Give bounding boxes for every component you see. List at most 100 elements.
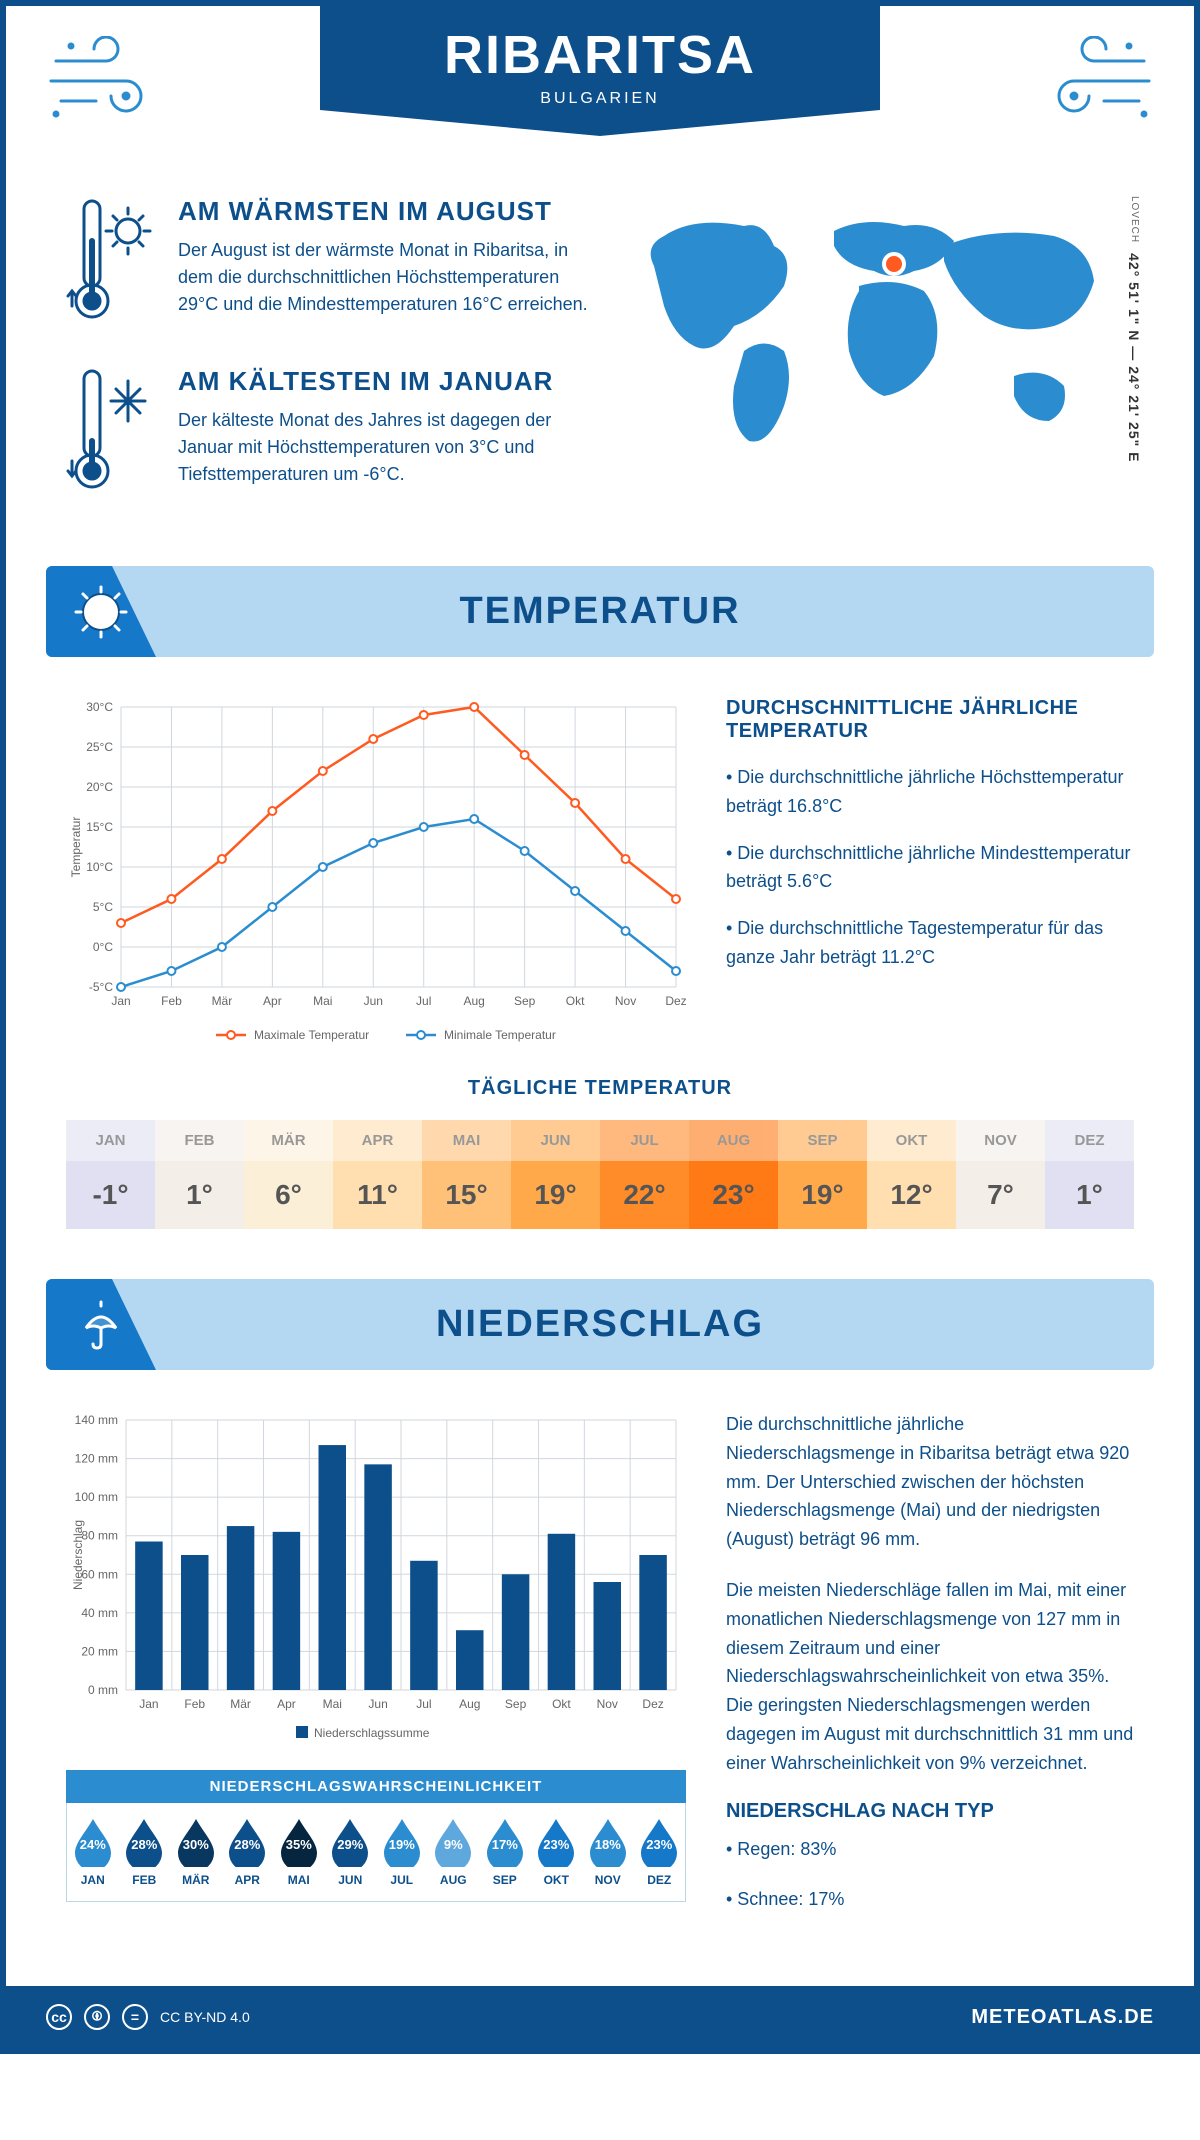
coordinates: LOVECH42° 51' 1" N — 24° 21' 25" E <box>1126 196 1142 462</box>
daily-temp-cell: AUG 23° <box>689 1120 778 1229</box>
svg-text:80 mm: 80 mm <box>81 1529 118 1543</box>
svg-text:Feb: Feb <box>184 1697 205 1711</box>
daily-temp-table: JAN -1° FEB 1° MÄR 6° APR 11° MAI 15° JU… <box>66 1120 1134 1229</box>
daily-temp-title: TÄGLICHE TEMPERATUR <box>66 1077 1134 1100</box>
svg-text:Aug: Aug <box>464 994 485 1008</box>
svg-text:Okt: Okt <box>566 994 585 1008</box>
svg-text:30°C: 30°C <box>86 700 113 714</box>
page-title: RIBARITSA <box>320 24 880 86</box>
svg-text:25°C: 25°C <box>86 740 113 754</box>
coldest-text: Der kälteste Monat des Jahres ist dagege… <box>178 407 594 488</box>
svg-text:Nov: Nov <box>597 1697 618 1711</box>
svg-text:Niederschlagssumme: Niederschlagssumme <box>314 1726 430 1740</box>
temperature-title: TEMPERATUR <box>46 590 1154 633</box>
svg-text:Jul: Jul <box>416 1697 431 1711</box>
svg-text:Aug: Aug <box>459 1697 480 1711</box>
precip-type-item: • Regen: 83% <box>726 1835 1134 1864</box>
svg-text:20 mm: 20 mm <box>81 1644 118 1658</box>
svg-text:20°C: 20°C <box>86 780 113 794</box>
svg-text:5°C: 5°C <box>93 900 113 914</box>
cc-icon: cc <box>46 2004 72 2030</box>
daily-temp-cell: FEB 1° <box>155 1120 244 1229</box>
temp-summary-title: DURCHSCHNITTLICHE JÄHRLICHE TEMPERATUR <box>726 697 1134 743</box>
precip-title: NIEDERSCHLAG <box>46 1303 1154 1346</box>
daily-temp-cell: JAN -1° <box>66 1120 155 1229</box>
svg-text:Jan: Jan <box>139 1697 158 1711</box>
prob-cell: 23% DEZ <box>634 1803 686 1901</box>
svg-text:Jan: Jan <box>111 994 130 1008</box>
svg-text:Temperatur: Temperatur <box>69 817 83 878</box>
daily-temp-cell: JUL 22° <box>600 1120 689 1229</box>
svg-text:0 mm: 0 mm <box>88 1683 118 1697</box>
warmest-title: AM WÄRMSTEN IM AUGUST <box>178 196 594 227</box>
svg-text:Sep: Sep <box>505 1697 527 1711</box>
svg-text:0°C: 0°C <box>93 940 113 954</box>
prob-cell: 9% AUG <box>428 1803 480 1901</box>
sun-icon <box>74 585 128 639</box>
daily-temp-cell: NOV 7° <box>956 1120 1045 1229</box>
coldest-block: AM KÄLTESTEN IM JANUAR Der kälteste Mona… <box>66 366 594 496</box>
prob-cell: 28% APR <box>222 1803 274 1901</box>
thermometer-cold-icon <box>66 366 156 496</box>
svg-text:Mai: Mai <box>323 1697 342 1711</box>
thermometer-hot-icon <box>66 196 156 326</box>
svg-text:Mai: Mai <box>313 994 332 1008</box>
precip-para: Die meisten Niederschläge fallen im Mai,… <box>726 1576 1134 1778</box>
precip-type-item: • Schnee: 17% <box>726 1885 1134 1914</box>
svg-text:Dez: Dez <box>642 1697 663 1711</box>
precip-bar-chart: 0 mm20 mm40 mm60 mm80 mm100 mm120 mm140 … <box>66 1410 686 1750</box>
prob-cell: 35% MAI <box>273 1803 325 1901</box>
svg-text:Mär: Mär <box>230 1697 251 1711</box>
svg-text:140 mm: 140 mm <box>75 1413 118 1427</box>
svg-text:Mär: Mär <box>212 994 233 1008</box>
svg-text:40 mm: 40 mm <box>81 1606 118 1620</box>
daily-temp-cell: DEZ 1° <box>1045 1120 1134 1229</box>
svg-text:Apr: Apr <box>263 994 282 1008</box>
prob-cell: 19% JUL <box>376 1803 428 1901</box>
prob-cell: 18% NOV <box>582 1803 634 1901</box>
daily-temp-cell: SEP 19° <box>778 1120 867 1229</box>
precip-type-title: NIEDERSCHLAG NACH TYP <box>726 1800 1134 1823</box>
prob-cell: 17% SEP <box>479 1803 531 1901</box>
daily-temp-cell: JUN 19° <box>511 1120 600 1229</box>
svg-text:Minimale Temperatur: Minimale Temperatur <box>444 1028 556 1042</box>
world-map-icon <box>634 196 1104 476</box>
prob-cell: 23% OKT <box>531 1803 583 1901</box>
coldest-title: AM KÄLTESTEN IM JANUAR <box>178 366 594 397</box>
svg-text:Nov: Nov <box>615 994 636 1008</box>
temp-bullet: • Die durchschnittliche Tagestemperatur … <box>726 914 1134 972</box>
footer: cc 🅯 = CC BY-ND 4.0 METEOATLAS.DE <box>6 1986 1194 2048</box>
cc-by-icon: 🅯 <box>84 2004 110 2030</box>
svg-text:Jul: Jul <box>416 994 431 1008</box>
license-label: CC BY-ND 4.0 <box>160 2009 250 2025</box>
svg-text:Jun: Jun <box>368 1697 387 1711</box>
svg-text:60 mm: 60 mm <box>81 1567 118 1581</box>
svg-text:100 mm: 100 mm <box>75 1490 118 1504</box>
svg-text:15°C: 15°C <box>86 820 113 834</box>
prob-cell: 30% MÄR <box>170 1803 222 1901</box>
svg-text:Okt: Okt <box>552 1697 571 1711</box>
svg-text:10°C: 10°C <box>86 860 113 874</box>
precip-probability-table: NIEDERSCHLAGSWAHRSCHEINLICHKEIT 24% JAN … <box>66 1770 686 1902</box>
prob-cell: 24% JAN <box>67 1803 119 1901</box>
temperature-line-chart: -5°C 0°C 5°C 10°C 15°C 20°C 25°C 30°C Jan Feb Mär A… <box>66 697 686 1057</box>
daily-temp-cell: APR 11° <box>333 1120 422 1229</box>
temp-bullet: • Die durchschnittliche jährliche Mindes… <box>726 839 1134 897</box>
svg-text:Niederschlag: Niederschlag <box>71 1520 85 1590</box>
warmest-block: AM WÄRMSTEN IM AUGUST Der August ist der… <box>66 196 594 326</box>
prob-cell: 28% FEB <box>119 1803 171 1901</box>
wind-icon <box>46 36 156 126</box>
svg-text:Sep: Sep <box>514 994 536 1008</box>
precip-para: Die durchschnittliche jährliche Niedersc… <box>726 1410 1134 1554</box>
temperature-section-header: TEMPERATUR <box>46 566 1154 657</box>
page-subtitle: BULGARIEN <box>320 90 880 108</box>
prob-title: NIEDERSCHLAGSWAHRSCHEINLICHKEIT <box>66 1770 686 1803</box>
svg-text:-5°C: -5°C <box>89 980 113 994</box>
svg-text:Feb: Feb <box>161 994 182 1008</box>
svg-text:Dez: Dez <box>665 994 686 1008</box>
header-banner: RIBARITSA BULGARIEN <box>320 6 880 136</box>
prob-cell: 29% JUN <box>325 1803 377 1901</box>
daily-temp-cell: OKT 12° <box>867 1120 956 1229</box>
warmest-text: Der August ist der wärmste Monat in Riba… <box>178 237 594 318</box>
wind-icon <box>1044 36 1154 126</box>
